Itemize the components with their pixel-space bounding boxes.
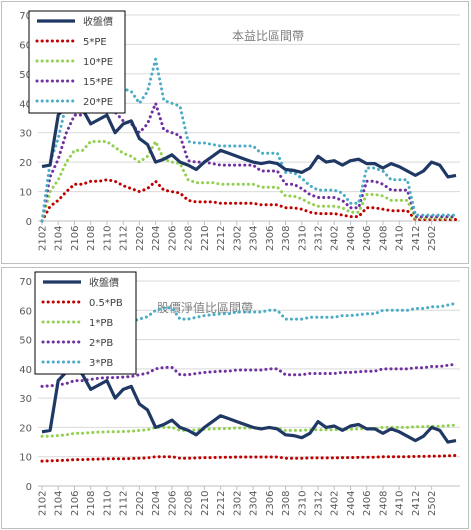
- legend-label: 收盤價: [83, 15, 113, 28]
- pb-band-chart-panel: 0 10 20 30 40 50 60 70 2102 2104 2106 2108 2110 2112 2…: [1, 267, 469, 529]
- series-line-2: [40, 423, 458, 438]
- y-tick-label: 40: [19, 365, 32, 376]
- x-tick-label: 2306: [265, 226, 276, 251]
- x-tick-label: 2404: [346, 491, 357, 516]
- x-tick-label: 2106: [70, 226, 81, 251]
- x-tick-label: 2212: [216, 226, 227, 251]
- y-tick-label: 50: [19, 336, 32, 347]
- y-tick-label: 70: [19, 11, 32, 22]
- x-tick-label: 2108: [86, 491, 97, 516]
- x-tick-label: 2406: [362, 226, 373, 251]
- legend-box: [34, 271, 137, 375]
- legend-label: 0.5*PB: [89, 298, 123, 309]
- x-tick-label: 2210: [200, 226, 211, 251]
- x-tick-label: 2304: [249, 491, 260, 516]
- legend-label: 15*PE: [83, 77, 113, 88]
- x-tick-label: 2206: [167, 491, 178, 516]
- x-tick-label: 2112: [119, 226, 130, 251]
- x-tick-label: 2308: [281, 491, 292, 516]
- y-tick-label: 20: [19, 158, 32, 169]
- x-tick-label: 2206: [167, 226, 178, 251]
- series-line-1: [40, 454, 458, 463]
- x-tick-label: 2108: [86, 226, 97, 251]
- x-tick-label: 2408: [378, 491, 389, 516]
- x-tick-label: 2404: [346, 226, 357, 251]
- x-tick-label: 2306: [265, 491, 276, 516]
- x-tick-label: 2402: [330, 226, 341, 251]
- legend-label: 3*PB: [89, 358, 113, 369]
- legend-label: 20*PE: [83, 97, 113, 108]
- y-tick-label: 40: [19, 99, 32, 110]
- x-tick-label: 2406: [362, 491, 373, 516]
- pe-band-chart-panel: 0 10 20 30 40 50 60 70 2102 2104 2106 2108 2110 2112 2…: [1, 1, 469, 264]
- x-tick-label: 2204: [151, 226, 162, 251]
- legend-box: [28, 10, 126, 114]
- x-tick-label: 2212: [216, 491, 227, 516]
- chart-title: 股價淨值比區間帶: [157, 300, 253, 315]
- x-tick-label: 2110: [102, 226, 113, 251]
- x-tick-label: 2408: [378, 226, 389, 251]
- x-tick-label: 2102: [38, 226, 49, 251]
- x-tick-label: 2208: [184, 226, 195, 251]
- series-line-1: [40, 178, 458, 223]
- y-tick-label: 60: [19, 40, 32, 51]
- legend-label: 5*PE: [83, 37, 107, 48]
- x-tick-label: 2202: [135, 226, 146, 251]
- x-tick-label: 2410: [395, 226, 406, 251]
- legend-label: 2*PB: [89, 338, 113, 349]
- series-line-3: [40, 101, 458, 223]
- legend-label: 10*PE: [83, 57, 113, 68]
- y-tick-label: 0: [26, 217, 32, 228]
- x-tick-label: 2412: [411, 491, 422, 516]
- x-tick-label: 2112: [119, 491, 130, 516]
- x-tick-label: 2312: [314, 491, 325, 516]
- x-tick-label: 2410: [395, 491, 406, 516]
- x-tick-label: 2312: [314, 226, 325, 251]
- x-tick-label: 2310: [297, 226, 308, 251]
- x-tick-label: 2502: [427, 491, 438, 516]
- pb-band-chart: 0 10 20 30 40 50 60 70 2102 2104 2106 2108 2110 2112 2…: [19, 271, 460, 516]
- pe-band-chart: 0 10 20 30 40 50 60 70 2102 2104 2106 2108 2110 2112 2…: [19, 10, 460, 251]
- y-tick-label: 10: [19, 453, 32, 464]
- legend-label: 收盤價: [89, 276, 119, 289]
- x-tick-label: 2208: [184, 491, 195, 516]
- y-tick-label: 60: [19, 306, 32, 317]
- x-tick-label: 2502: [427, 226, 438, 251]
- y-tick-label: 10: [19, 188, 32, 199]
- chart-title: 本益比區間帶: [232, 29, 304, 43]
- y-tick-label: 50: [19, 70, 32, 81]
- legend-label: 1*PB: [89, 318, 113, 329]
- x-tick-label: 2302: [232, 226, 243, 251]
- x-tick-label: 2104: [54, 226, 65, 251]
- series-line-0: [41, 362, 457, 444]
- x-tick-label: 2104: [54, 491, 65, 516]
- y-tick-label: 20: [19, 423, 32, 434]
- y-tick-label: 30: [19, 394, 32, 405]
- x-tick-label: 2110: [102, 491, 113, 516]
- x-tick-label: 2202: [135, 491, 146, 516]
- x-tick-label: 2302: [232, 491, 243, 516]
- x-tick-label: 2204: [151, 491, 162, 516]
- series-line-0: [41, 97, 457, 179]
- x-tick-label: 2106: [70, 491, 81, 516]
- y-tick-label: 70: [19, 277, 32, 288]
- series-line-3: [40, 362, 458, 388]
- x-tick-label: 2402: [330, 491, 341, 516]
- x-tick-label: 2102: [38, 491, 49, 516]
- x-tick-label: 2308: [281, 226, 292, 251]
- x-tick-label: 2210: [200, 491, 211, 516]
- x-tick-label: 2304: [249, 226, 260, 251]
- y-tick-label: 30: [19, 129, 32, 140]
- series-line-2: [40, 140, 458, 223]
- x-tick-label: 2412: [411, 226, 422, 251]
- y-tick-label: 0: [26, 482, 32, 493]
- x-tick-label: 2310: [297, 491, 308, 516]
